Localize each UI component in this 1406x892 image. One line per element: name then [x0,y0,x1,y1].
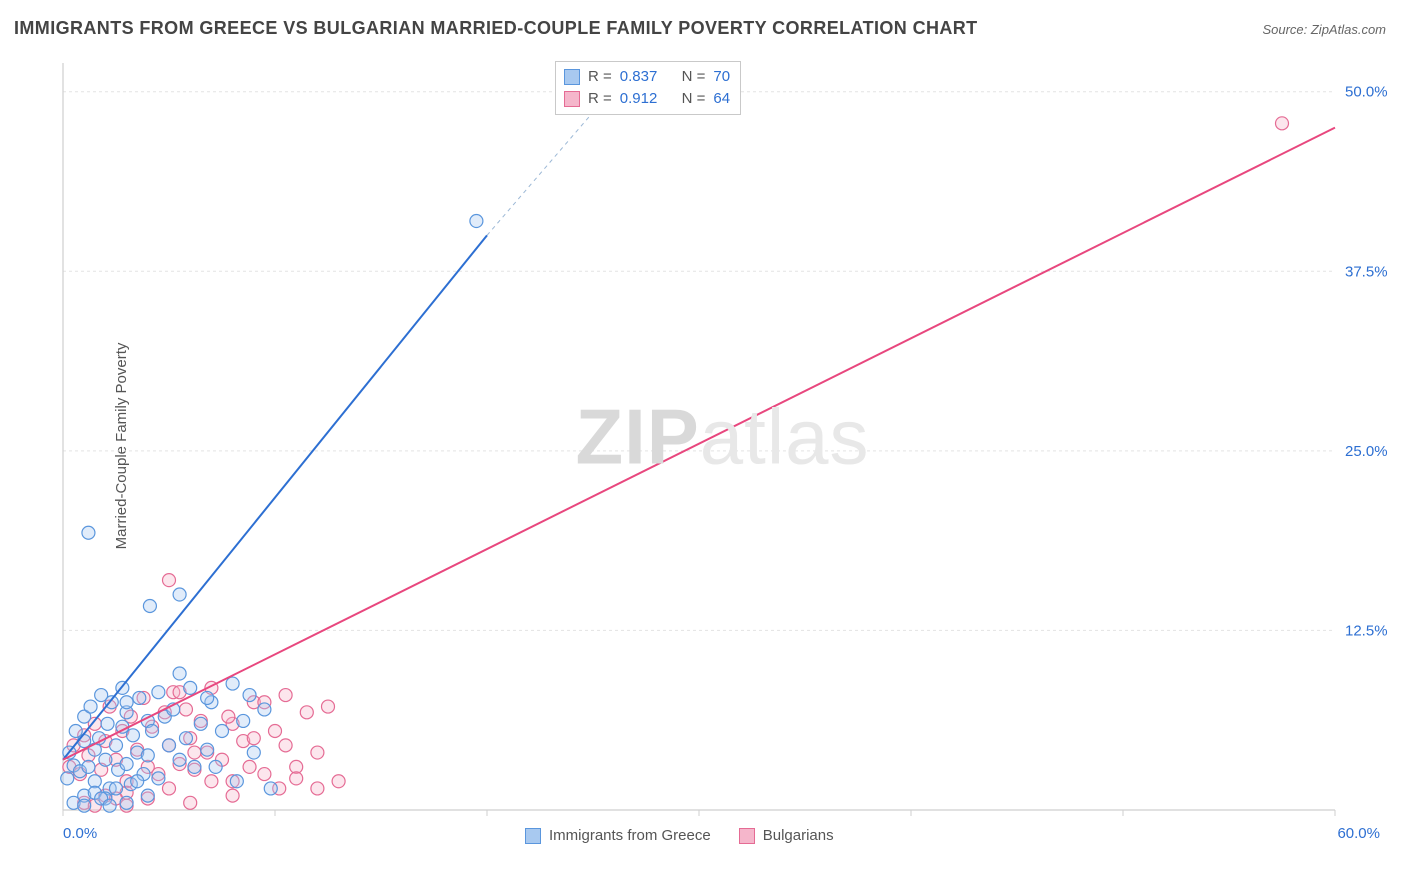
stats-row: R = 0.837 N = 70 [564,66,730,88]
stat-n-value: 70 [713,66,730,88]
chart-plot-area: 12.5%25.0%37.5%50.0%0.0%60.0% ZIPatlas R… [55,55,1390,850]
svg-text:60.0%: 60.0% [1337,825,1380,842]
legend-swatch [525,828,541,844]
stats-row: R = 0.912 N = 64 [564,88,730,110]
stat-n-value: 64 [713,88,730,110]
legend: Immigrants from Greece Bulgarians [525,827,834,844]
svg-text:0.0%: 0.0% [63,825,97,842]
svg-text:25.0%: 25.0% [1345,443,1388,460]
svg-text:37.5%: 37.5% [1345,263,1388,280]
correlation-stats-box: R = 0.837 N = 70 R = 0.912 N = 64 [555,61,741,115]
chart-title: IMMIGRANTS FROM GREECE VS BULGARIAN MARR… [14,18,978,39]
stat-r-value: 0.912 [620,88,658,110]
stat-n-label: N = [682,66,706,88]
legend-label: Immigrants from Greece [549,827,711,844]
stat-n-label: N = [682,88,706,110]
chart-svg: 12.5% 25.0% 37.5% 50.0% 0.0% 60.0% [55,55,1390,850]
stat-r-value: 0.837 [620,66,658,88]
stat-r-label: R = [588,88,612,110]
legend-swatch [739,828,755,844]
series-swatch [564,69,580,85]
svg-text:12.5%: 12.5% [1345,622,1388,639]
stat-r-label: R = [588,66,612,88]
legend-item: Immigrants from Greece [525,827,711,844]
legend-label: Bulgarians [763,827,834,844]
legend-item: Bulgarians [739,827,834,844]
svg-text:50.0%: 50.0% [1345,84,1388,101]
series-swatch [564,91,580,107]
source-attribution: Source: ZipAtlas.com [1262,22,1386,37]
